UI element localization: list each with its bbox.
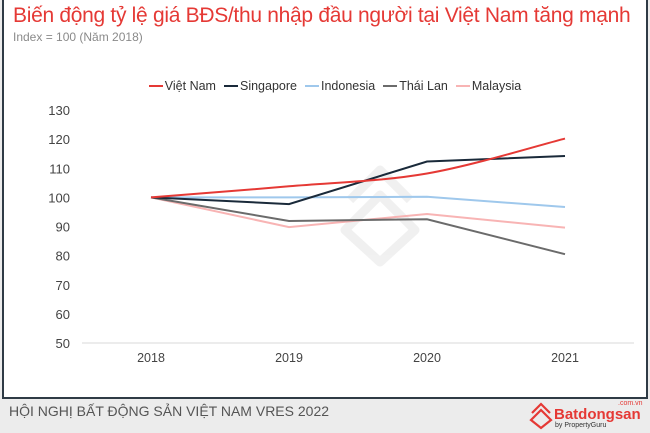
y-tick-label: 70 [56,278,70,293]
x-tick-label: 2021 [551,351,579,365]
series-line-indonesia [151,195,566,208]
y-tick-label: 110 [49,161,70,176]
series-line-singapore [150,155,566,206]
x-tick-label: 2018 [137,351,165,365]
y-tick-label: 60 [56,307,70,322]
legend-item: Singapore [223,79,297,93]
legend-item: Indonesia [304,79,376,93]
legend-swatch [223,85,238,87]
chart-subtitle: Index = 100 (Năm 2018) [13,30,143,44]
x-tick-label: 2020 [413,351,441,365]
y-tick-label: 90 [56,220,70,235]
logo-domain: .com.vn [618,400,643,407]
logo-by: by PropertyGuru [555,422,607,429]
legend-label: Indonesia [320,79,376,93]
logo-brand: Batdongsan [554,406,641,423]
legend-label: Việt Nam [164,79,216,93]
x-tick-label: 2019 [275,351,303,365]
legend-item: Việt Nam [148,79,216,93]
legend-swatch [455,85,470,87]
chart-title: Biến động tỷ lệ giá BĐS/thu nhập đầu ngư… [13,4,631,27]
y-tick-label: 80 [56,249,70,264]
legend-swatch [383,85,398,87]
legend-label: Thái Lan [399,79,448,93]
legend: Việt Nam Singapore Indonesia Thái Lan Malays… [4,79,646,93]
y-tick-label: 100 [48,190,70,205]
legend-item: Malaysia [455,79,522,93]
y-tick-label: 50 [56,336,70,351]
legend-swatch [148,85,163,87]
watermark-logo-icon [340,165,420,267]
line-chart: 50 60 70 80 90 100 110 120 130 2018 2019 2020 2021 [48,103,634,365]
series-line-việt-nam [150,137,566,199]
chart-frame: Biến động tỷ lệ giá BĐS/thu nhập đầu ngư… [2,0,648,399]
legend-item: Thái Lan [383,79,448,93]
footer-text: HỘI NGHỊ BẤT ĐỘNG SẢN VIỆT NAM VRES 2022 [9,403,330,419]
legend-swatch [304,85,319,87]
legend-label: Malaysia [471,79,522,93]
batdongsan-logo: .com.vn Batdongsan by PropertyGuru [528,400,646,432]
y-tick-label: 130 [48,103,70,118]
series-line-thái-lan [150,196,566,256]
logo-icon [529,402,553,430]
legend-label: Singapore [239,79,297,93]
y-tick-label: 120 [48,132,70,147]
